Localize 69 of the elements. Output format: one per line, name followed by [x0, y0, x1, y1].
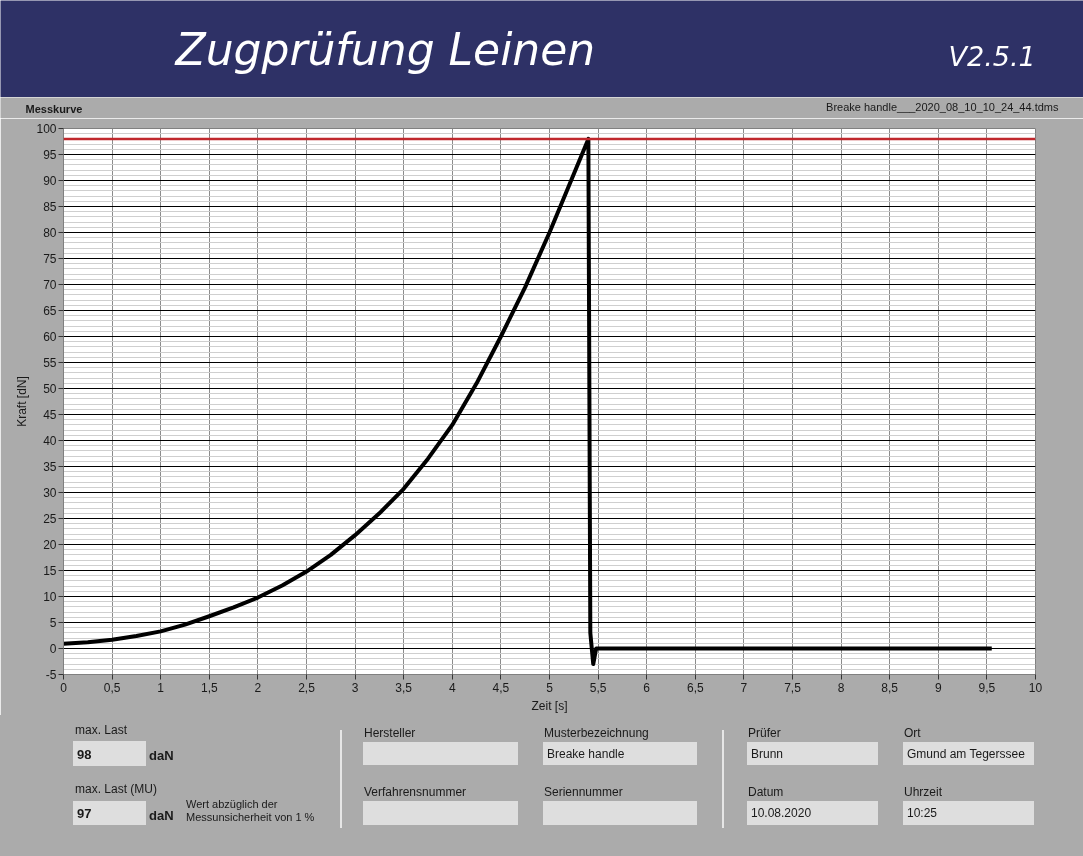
x-tick-label: 6: [643, 680, 651, 695]
y-tick-label: 65: [43, 304, 57, 318]
text: Breake handle: [547, 745, 625, 762]
text: max. Last (MU): [75, 781, 158, 797]
x-tick-label: 7,5: [784, 680, 802, 695]
y-tick-label: 50: [43, 382, 57, 396]
y-tick-label: 35: [43, 460, 57, 474]
text: Seriennummer: [544, 784, 623, 800]
x-tick-label: 5: [546, 680, 554, 695]
x-tick-label: 7: [740, 680, 748, 695]
y-tick-label: 90: [43, 174, 57, 188]
y-tick-label: 55: [43, 356, 57, 370]
text: Gmund am Tegerssee: [907, 745, 1025, 762]
x-tick-label: 2,5: [298, 680, 316, 695]
x-tick-label: 1,5: [200, 680, 218, 695]
x-tick-label: 8,5: [881, 680, 899, 695]
y-tick-label: 60: [43, 330, 57, 344]
x-tick-label: 5,5: [589, 680, 607, 695]
y-tick-label: 30: [43, 486, 57, 500]
text: Breake handle___2020_08_10_10_24_44.tdms: [826, 100, 1059, 113]
text: Uhrzeit: [904, 784, 943, 800]
x-tick-label: 6,5: [686, 680, 704, 695]
x-tick-label: 3: [351, 680, 359, 695]
text: Ort: [904, 725, 921, 741]
text: Musterbezeichnung: [544, 725, 649, 741]
x-tick-label: 0,5: [103, 680, 121, 695]
x-tick-label: 3,5: [395, 680, 413, 695]
text: daN: [149, 746, 174, 764]
y-tick-label: 70: [43, 278, 57, 292]
x-tick-label: 4: [448, 680, 456, 695]
y-tick-label: 20: [43, 538, 57, 552]
y-tick-label: 45: [43, 408, 57, 422]
y-tick-label: 25: [43, 512, 57, 526]
text: Verfahrensnummer: [364, 784, 467, 800]
y-tick-label: 5: [49, 616, 57, 630]
chart-title: Zugprüfung Leinen: [174, 24, 596, 75]
y-tick-label: 75: [43, 252, 57, 266]
x-axis-title: Zeit [s]: [531, 698, 568, 713]
text: 97: [77, 804, 92, 822]
x-tick-label: 9: [934, 680, 942, 695]
text: Brunn: [751, 745, 784, 762]
y-tick-label: 40: [43, 434, 57, 448]
x-tick-label: 0: [60, 680, 68, 695]
chart-subtitle: Messkurve: [25, 102, 83, 115]
text: 10.08.2020: [751, 805, 812, 821]
text: 10:25: [907, 805, 938, 821]
x-tick-label: 8: [837, 680, 845, 695]
text: Wert abzüglich der Messunsicherheit von 1 %: [186, 796, 315, 825]
x-tick-label: 9,5: [978, 680, 996, 695]
y-tick-label: 0: [49, 642, 57, 656]
x-tick-label: 10: [1028, 680, 1043, 695]
text: 98: [77, 745, 92, 763]
text: Datum: [748, 784, 784, 800]
y-tick-label: 15: [43, 564, 57, 578]
text: daN: [149, 806, 174, 824]
y-tick-label: 10: [43, 590, 57, 604]
x-tick-label: 1: [157, 680, 165, 695]
x-tick-label: 2: [254, 680, 262, 695]
y-tick-label: 100: [36, 122, 57, 136]
y-tick-label: 95: [43, 148, 57, 162]
y-tick-label: 80: [43, 226, 57, 240]
y-tick-label: 85: [43, 200, 57, 214]
y-tick-label: -5: [45, 668, 57, 682]
text: max. Last: [75, 722, 128, 738]
y-axis-title: Kraft [dN]: [15, 376, 30, 427]
text: Prüfer: [748, 725, 781, 741]
x-tick-label: 4,5: [492, 680, 510, 695]
text: Hersteller: [364, 725, 416, 741]
text: V2.5.1: [948, 41, 1036, 72]
